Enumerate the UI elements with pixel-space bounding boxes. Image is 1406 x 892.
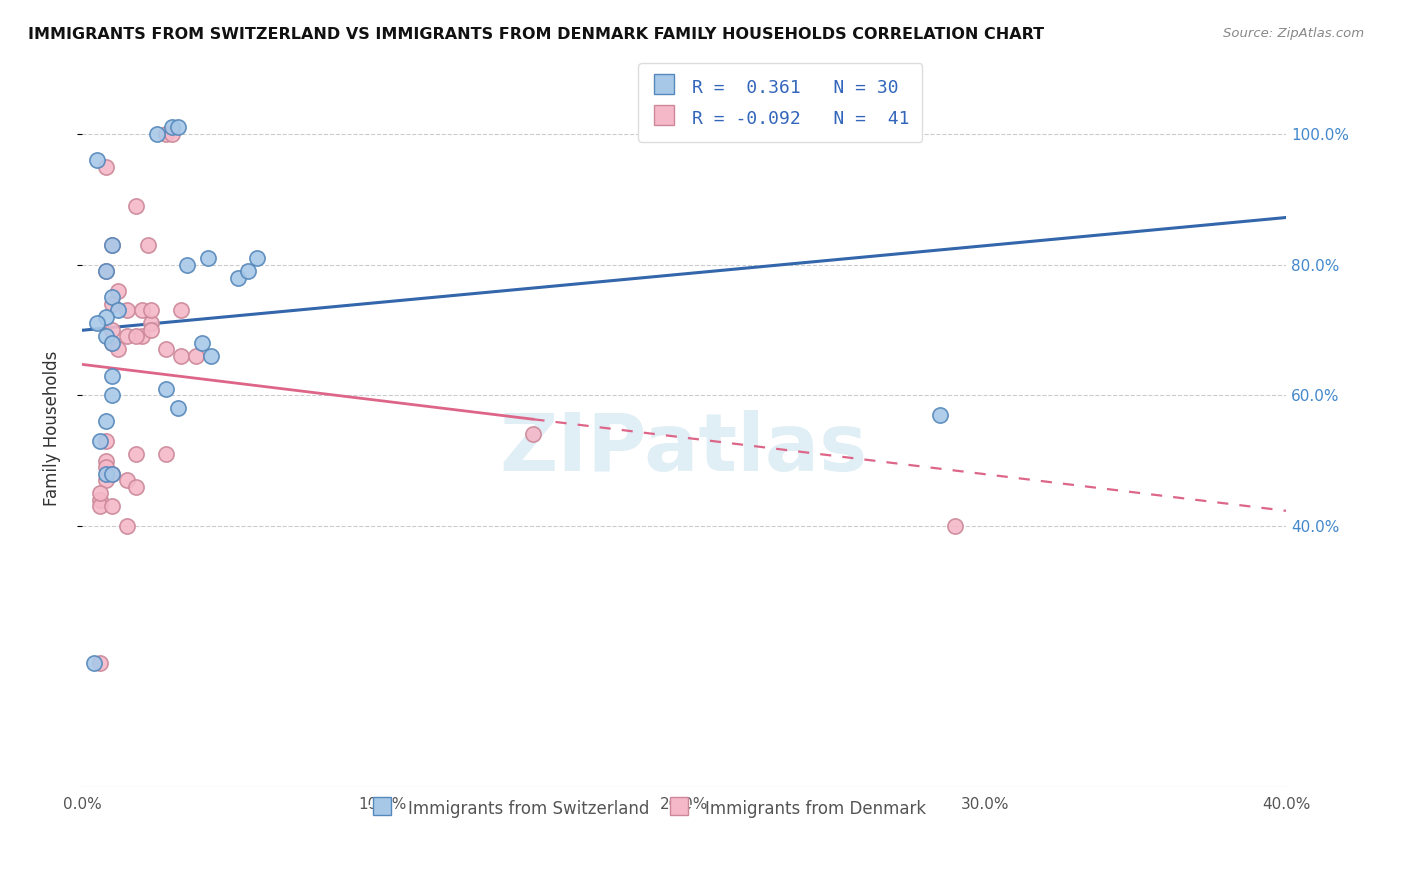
Point (141, 303, 163, 318)
Point (162, 127, 184, 141)
Point (89, 500, 111, 514)
Point (107, 343, 129, 357)
Point (101, 238, 124, 252)
Point (131, 329, 153, 343)
Point (94, 160, 117, 174)
Point (170, 349, 193, 363)
Point (89, 656, 111, 670)
Legend: Immigrants from Switzerland, Immigrants from Denmark: Immigrants from Switzerland, Immigrants … (363, 792, 932, 826)
Point (125, 329, 148, 343)
Point (136, 238, 159, 252)
Point (155, 382, 177, 396)
Point (89, 492, 111, 507)
Point (94, 414, 117, 428)
Point (94, 310, 117, 324)
Point (197, 251, 219, 265)
Point (928, 408, 950, 422)
Point (200, 349, 222, 363)
Point (94, 460, 117, 475)
Point (83, 656, 105, 670)
Point (131, 303, 153, 318)
Point (186, 349, 208, 363)
Point (86, 153, 108, 167)
Point (167, 401, 190, 416)
Point (101, 296, 124, 310)
Point (89, 486, 111, 500)
Point (101, 368, 124, 383)
Point (943, 519, 966, 533)
Point (94, 473, 117, 487)
Point (94, 467, 117, 481)
Text: IMMIGRANTS FROM SWITZERLAND VS IMMIGRANTS FROM DENMARK FAMILY HOUSEHOLDS CORRELA: IMMIGRANTS FROM SWITZERLAND VS IMMIGRANT… (28, 27, 1045, 42)
Point (94, 434, 117, 448)
Point (94, 453, 117, 467)
Point (155, 127, 177, 141)
Point (228, 270, 250, 285)
Point (101, 323, 124, 337)
Point (115, 329, 138, 343)
Point (176, 258, 198, 272)
Point (89, 434, 111, 448)
Point (101, 290, 124, 304)
Point (125, 447, 148, 461)
Point (115, 519, 138, 533)
Point (245, 251, 267, 265)
Point (141, 323, 163, 337)
Point (86, 316, 108, 330)
Point (236, 264, 259, 278)
Point (155, 343, 177, 357)
Point (141, 316, 163, 330)
Point (522, 427, 544, 442)
Point (167, 120, 190, 135)
Point (94, 264, 117, 278)
Point (101, 467, 124, 481)
Point (146, 127, 169, 141)
Point (115, 473, 138, 487)
Point (115, 303, 138, 318)
Point (107, 284, 129, 298)
Y-axis label: Family Households: Family Households (44, 351, 60, 506)
Point (125, 480, 148, 494)
Point (107, 303, 129, 318)
Point (170, 303, 193, 318)
Point (101, 335, 124, 350)
Text: ZIPatlas: ZIPatlas (499, 410, 868, 489)
Point (155, 447, 177, 461)
Point (162, 120, 184, 135)
Point (125, 199, 148, 213)
Point (94, 329, 117, 343)
Point (101, 388, 124, 402)
Point (94, 264, 117, 278)
Point (101, 467, 124, 481)
Point (101, 500, 124, 514)
Point (191, 335, 214, 350)
Point (672, 120, 695, 135)
Text: Source: ZipAtlas.com: Source: ZipAtlas.com (1223, 27, 1364, 40)
Point (101, 238, 124, 252)
Point (101, 335, 124, 350)
